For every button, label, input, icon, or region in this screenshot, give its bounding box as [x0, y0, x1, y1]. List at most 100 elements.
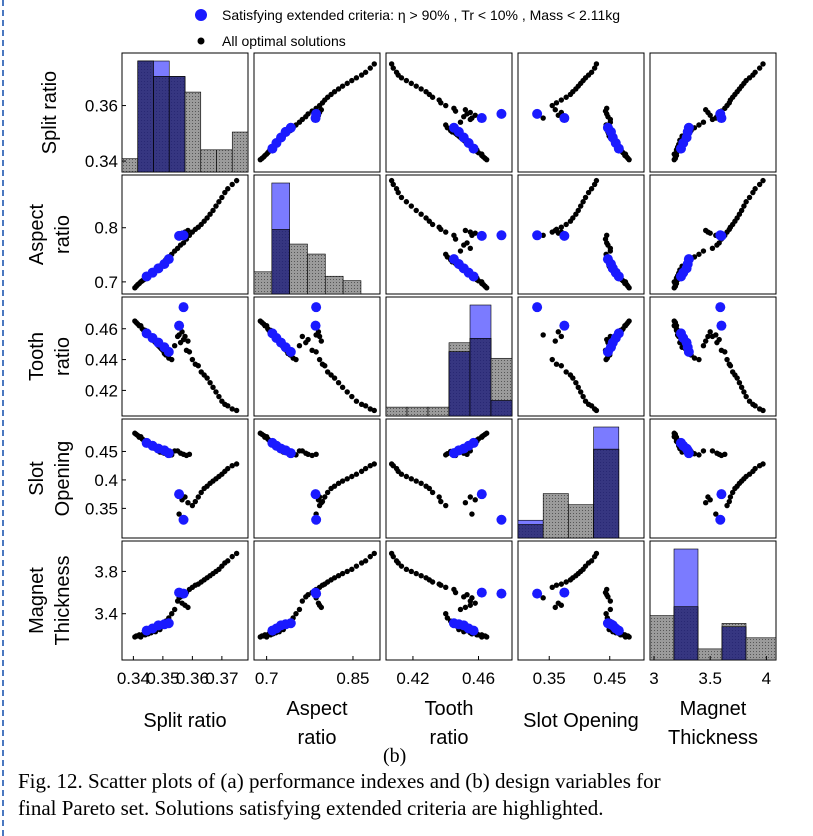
point-all: [451, 105, 457, 112]
point-all: [472, 600, 478, 606]
point-all: [299, 598, 306, 604]
cell-aspect-vs-magnet: [649, 174, 777, 295]
hist-bar-overlap: [448, 351, 471, 417]
point-all: [696, 122, 702, 128]
cell-frame: [649, 418, 777, 539]
y-axis-label: Slot Opening: [26, 441, 74, 517]
point-all: [577, 389, 584, 395]
y-tick-label: 0.35: [85, 499, 118, 518]
hist-bar-all: [253, 271, 273, 295]
point-all: [418, 572, 424, 579]
point-all: [464, 591, 470, 598]
hist-bar-overlap: [271, 229, 290, 295]
hist-bar-all: [200, 149, 217, 173]
point-all: [367, 462, 373, 469]
point-all: [233, 550, 240, 557]
point-all: [577, 203, 584, 209]
point-all: [403, 566, 410, 573]
point-all: [180, 240, 187, 246]
x-axis-label: Magnet Thickness: [668, 698, 758, 749]
cell-frame: [649, 174, 777, 295]
point-all: [604, 232, 610, 239]
point-highlighted: [602, 122, 613, 133]
point-all: [315, 329, 322, 335]
point-highlighted: [285, 618, 296, 629]
point-all: [438, 498, 444, 505]
point-all: [443, 584, 449, 590]
point-all: [727, 363, 734, 369]
hist-bar-all: [307, 253, 326, 295]
cell-tooth-vs-aspect: [253, 296, 381, 417]
point-all: [331, 375, 338, 381]
point-highlighted: [448, 122, 459, 133]
point-all: [553, 100, 560, 106]
point-all: [176, 511, 182, 517]
point-all: [318, 338, 325, 344]
point-all: [344, 80, 350, 87]
hist-bar-overlap: [673, 606, 699, 661]
hist-bar-all: [427, 406, 450, 417]
x-axis-label: Aspect ratio: [286, 698, 348, 749]
point-highlighted: [311, 302, 322, 313]
point-all: [563, 579, 569, 585]
cell-slot-vs-split: [121, 418, 249, 539]
point-all: [229, 462, 235, 469]
y-axis-label-line: Split ratio: [39, 71, 61, 154]
point-all: [436, 494, 442, 500]
point-all: [408, 80, 415, 87]
point-all: [293, 356, 299, 363]
point-all: [756, 65, 763, 71]
point-all: [558, 224, 565, 230]
point-all: [457, 119, 464, 125]
point-all: [607, 606, 614, 613]
point-all: [443, 122, 449, 128]
point-all: [335, 480, 342, 487]
y-axis-label-line: Magnet: [26, 567, 48, 634]
point-all: [322, 363, 328, 369]
point-all: [362, 465, 369, 472]
point-all: [549, 102, 555, 109]
point-highlighted: [163, 254, 174, 265]
point-all: [472, 497, 478, 503]
point-all: [552, 227, 558, 234]
cell-split-vs-tooth: [385, 52, 513, 173]
page-left-border: [2, 0, 4, 836]
point-all: [186, 451, 193, 458]
point-all: [225, 558, 231, 564]
point-all: [171, 606, 178, 613]
point-highlighted: [532, 302, 543, 313]
point-all: [189, 356, 196, 363]
cell-frame: [121, 296, 249, 417]
cell-tooth-vs-tooth: [385, 296, 513, 417]
x-tick-label: 0.45: [593, 669, 626, 688]
point-highlighted: [715, 108, 726, 119]
cell-aspect-vs-aspect: [253, 174, 381, 295]
point-all: [371, 407, 377, 414]
point-all: [752, 69, 758, 75]
point-all: [408, 568, 415, 575]
point-all: [558, 97, 565, 103]
point-highlighted: [532, 108, 543, 119]
point-all: [339, 478, 346, 484]
point-highlighted: [559, 320, 570, 331]
point-all: [213, 203, 219, 209]
point-all: [198, 489, 204, 496]
point-highlighted: [311, 514, 322, 525]
y-axis-label-line: Slot: [26, 461, 48, 496]
point-all: [225, 403, 231, 409]
x-axis-label: Tooth ratio: [425, 698, 474, 749]
point-all: [339, 384, 346, 391]
x-tick-label: 0.35: [146, 669, 179, 688]
point-highlighted: [178, 230, 189, 241]
x-tick-label: 3.5: [698, 669, 722, 688]
point-all: [741, 389, 747, 395]
point-all: [204, 215, 210, 221]
point-all: [467, 602, 474, 608]
point-all: [702, 338, 709, 344]
point-all: [702, 227, 709, 234]
cell-split-vs-magnet: [649, 52, 777, 173]
point-all: [722, 451, 728, 458]
point-all: [746, 194, 753, 201]
point-all: [604, 105, 610, 112]
y-tick-label: 0.46: [85, 320, 118, 339]
